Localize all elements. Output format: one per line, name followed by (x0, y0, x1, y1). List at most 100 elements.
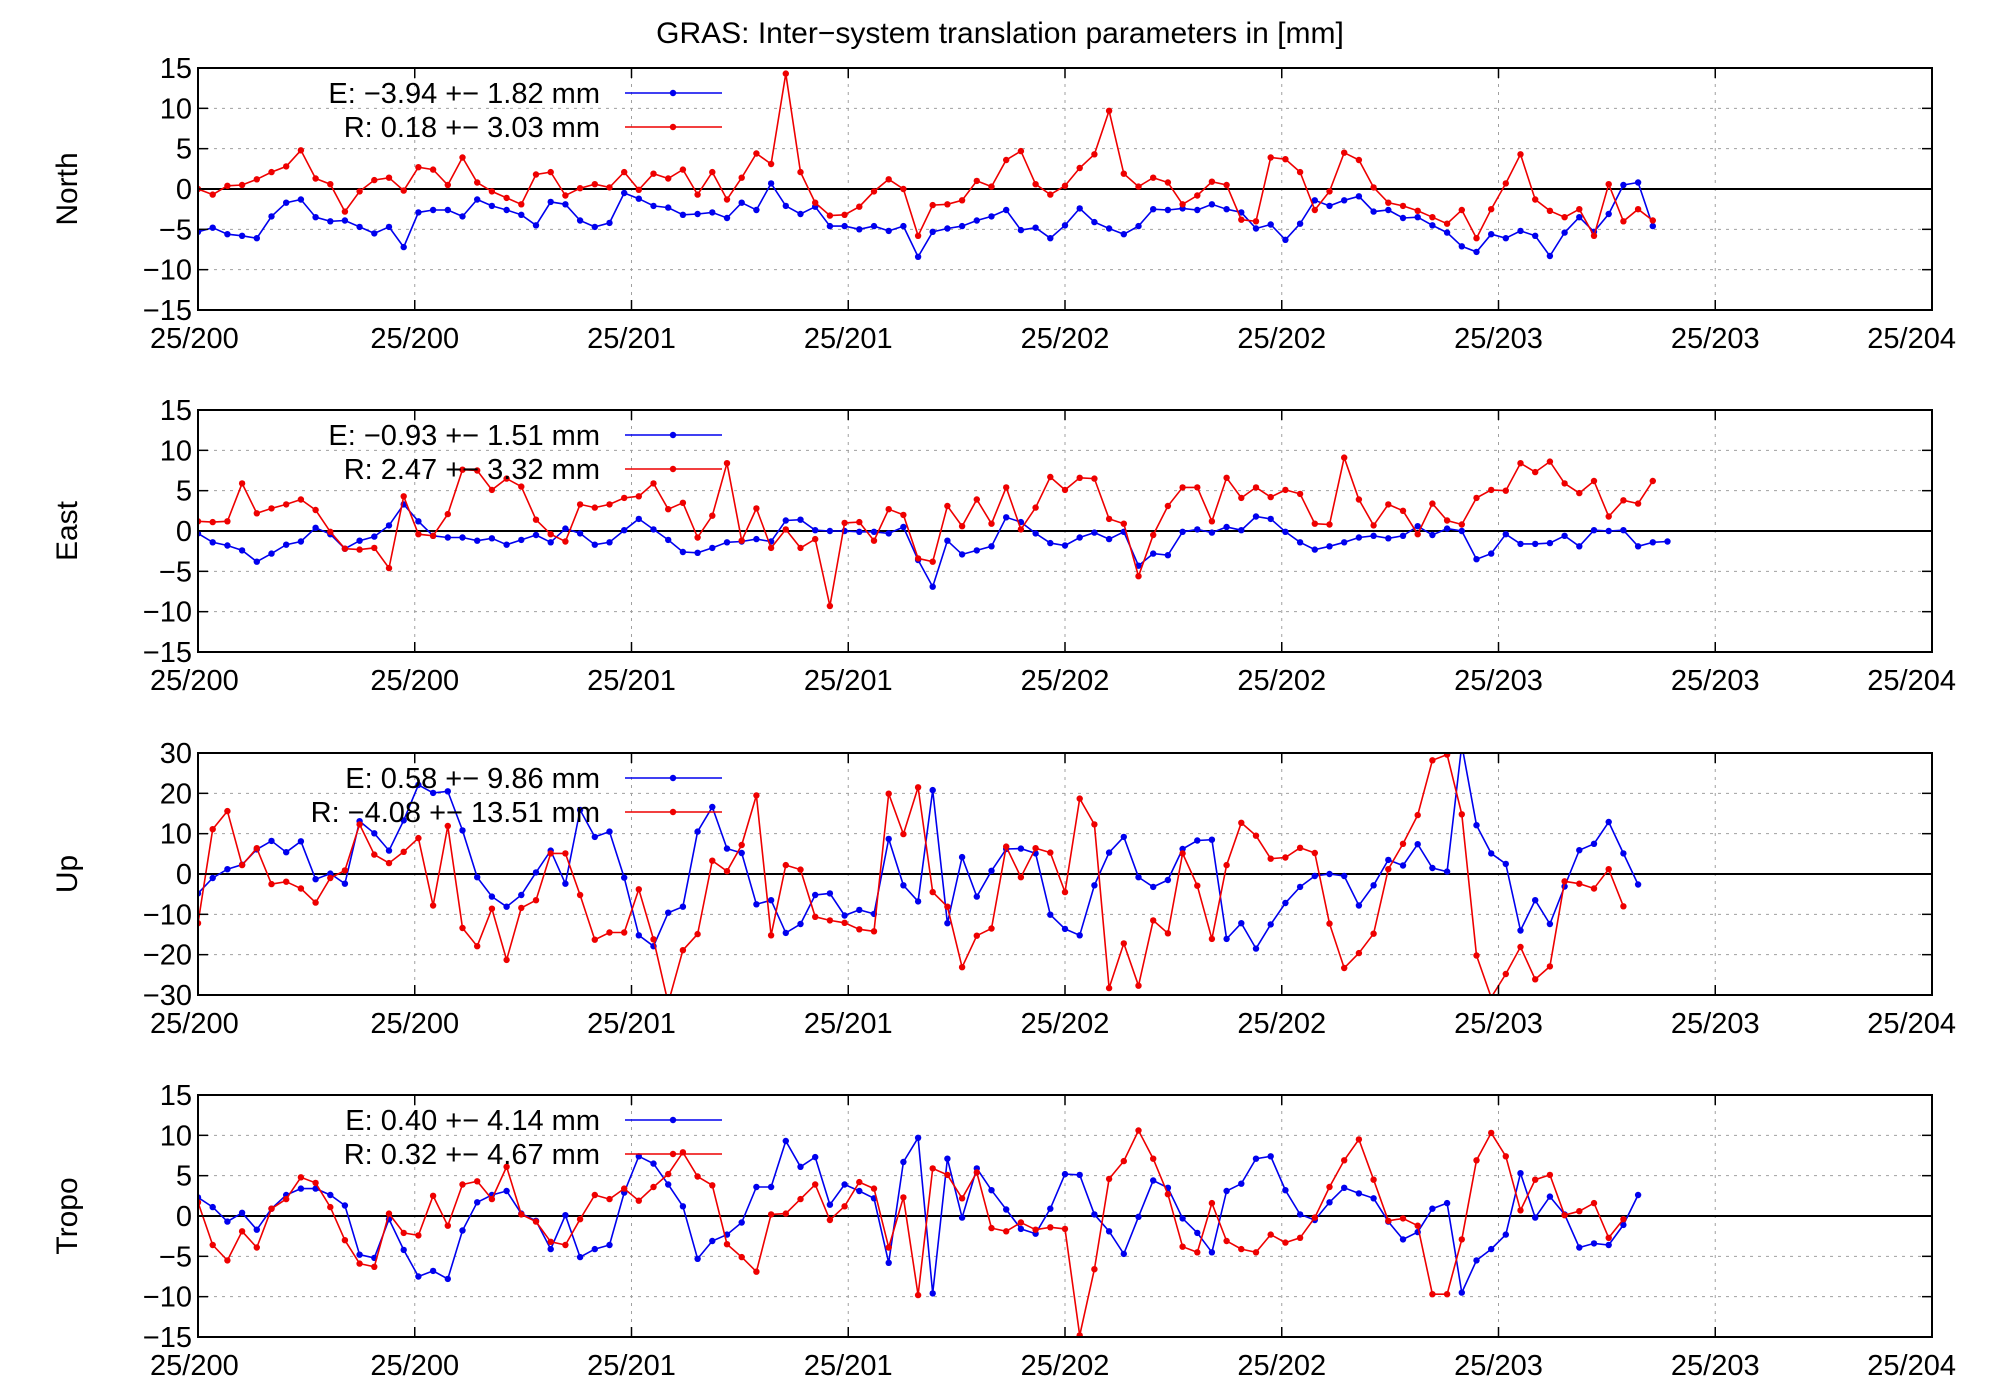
data-point-e (532, 222, 540, 229)
data-point-r (356, 1260, 363, 1267)
data-point-r (1091, 821, 1098, 828)
data-point-e (1017, 845, 1025, 852)
data-point-e (253, 558, 260, 565)
data-point-e (900, 222, 907, 230)
data-point-r (238, 1228, 246, 1235)
data-point-r (679, 947, 687, 954)
data-point-r (1355, 949, 1363, 957)
data-point-e (753, 535, 760, 543)
data-point-e (1120, 231, 1128, 238)
data-point-r (1561, 214, 1568, 221)
data-point-r (1076, 164, 1083, 172)
data-point-r (1267, 154, 1274, 161)
y-tick-label: 10 (160, 435, 192, 467)
data-point-e (591, 833, 598, 841)
legend-marker-e (669, 774, 677, 782)
data-point-e (914, 253, 922, 260)
data-point-e (1634, 543, 1642, 550)
data-point-e (988, 213, 995, 220)
data-point-e (606, 1241, 613, 1249)
data-point-e (606, 539, 613, 546)
data-point-e (209, 874, 216, 882)
data-point-r (1003, 1228, 1010, 1235)
data-point-e (1296, 220, 1304, 227)
data-point-r (1576, 1208, 1583, 1215)
data-point-r (694, 191, 701, 198)
x-tick-label: 25/203 (1671, 323, 1760, 355)
data-point-e (1164, 552, 1172, 559)
data-point-r (1223, 181, 1230, 189)
data-point-e (1458, 527, 1466, 535)
data-point-e (1355, 193, 1363, 200)
data-point-r (1076, 795, 1083, 802)
data-point-e (1649, 539, 1657, 546)
data-point-r (1150, 1155, 1157, 1162)
data-point-e (738, 1219, 745, 1226)
data-point-r (958, 964, 966, 971)
data-point-e (1620, 850, 1627, 857)
data-point-r (1252, 218, 1260, 225)
data-point-e (694, 549, 701, 556)
data-point-e (1414, 214, 1421, 221)
data-point-r (444, 822, 451, 830)
data-point-r (283, 163, 290, 170)
data-point-r (1252, 484, 1260, 491)
data-point-e (650, 1160, 657, 1167)
y-tick-label: 30 (160, 738, 192, 770)
data-point-e (1179, 528, 1186, 535)
data-point-r (767, 160, 775, 168)
data-point-e (1047, 1205, 1054, 1212)
data-point-e (562, 525, 569, 532)
data-point-e (1194, 206, 1201, 214)
data-point-e (679, 903, 687, 910)
data-point-r (1208, 518, 1216, 525)
data-point-r (1634, 500, 1642, 507)
x-tick-label: 25/200 (370, 1350, 459, 1382)
data-point-e (1003, 514, 1010, 521)
data-point-r (562, 850, 569, 857)
data-point-r (1399, 507, 1407, 514)
data-point-r (1620, 1216, 1627, 1223)
data-point-e (1473, 822, 1480, 829)
data-point-e (929, 228, 936, 235)
data-point-e (1414, 523, 1421, 530)
data-point-r (1473, 1157, 1480, 1164)
data-point-e (958, 1214, 966, 1221)
data-point-e (1370, 532, 1377, 539)
y-tick-label: −5 (159, 1241, 192, 1273)
data-point-r (1179, 484, 1186, 491)
data-point-r (1326, 1183, 1333, 1191)
legend-marker-e (669, 431, 677, 439)
data-point-r (1047, 473, 1054, 481)
data-point-e (576, 217, 584, 224)
y-axis-label: Tropo (51, 1177, 84, 1254)
data-point-e (1252, 513, 1260, 520)
data-point-e (1443, 868, 1451, 875)
data-point-e (1223, 523, 1230, 531)
data-point-r (914, 232, 922, 239)
y-tick-label: −30 (143, 980, 192, 1012)
data-point-r (1282, 1239, 1289, 1246)
data-point-r (341, 545, 349, 552)
data-point-r (1458, 521, 1466, 528)
data-point-e (474, 1199, 481, 1206)
data-point-e (444, 1275, 451, 1283)
data-point-r (709, 857, 716, 864)
data-point-e (1546, 1193, 1554, 1200)
data-point-r (1605, 866, 1612, 873)
data-point-r (1164, 502, 1172, 510)
data-point-e (283, 541, 290, 548)
data-point-r (224, 807, 231, 815)
data-point-e (944, 1155, 951, 1162)
data-point-r (1385, 501, 1392, 508)
legend-label-e: E: 0.40 +− 4.14 mm (345, 1105, 600, 1137)
data-point-r (1517, 151, 1524, 158)
data-point-e (474, 196, 481, 203)
data-point-e (1150, 883, 1157, 891)
data-point-e (459, 1227, 466, 1234)
data-point-e (1488, 231, 1495, 238)
data-point-e (665, 204, 672, 211)
x-tick-label: 25/203 (1454, 323, 1543, 355)
data-point-r (885, 176, 892, 183)
series-e-up (198, 753, 1642, 952)
